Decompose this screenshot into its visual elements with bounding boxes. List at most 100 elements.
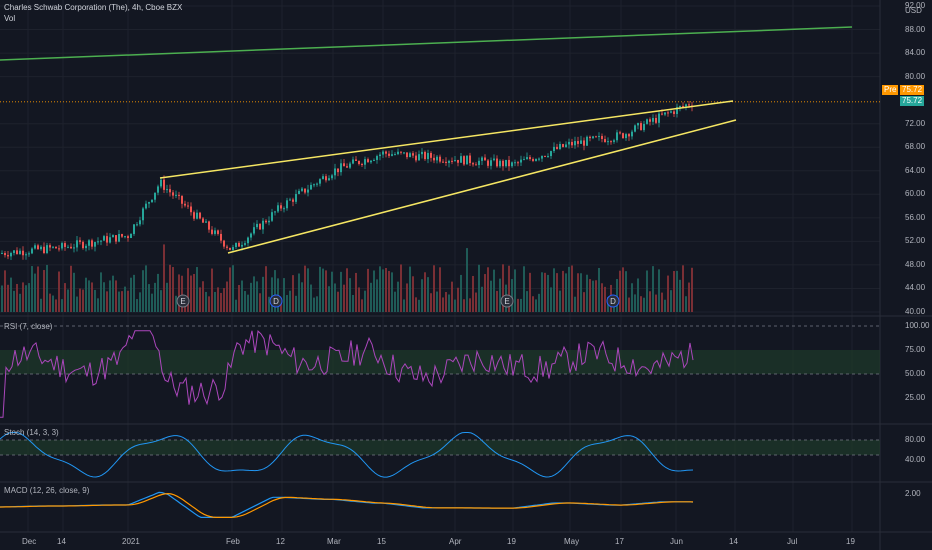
candle-body — [247, 237, 249, 244]
candle-body — [313, 184, 315, 186]
candle-body — [136, 224, 138, 226]
symbol-title: Charles Schwab Corporation (The), 4h, Cb… — [4, 3, 183, 12]
time-tick: Mar — [327, 537, 341, 546]
candle-body — [361, 163, 363, 165]
candle-body — [307, 189, 309, 193]
volume-bar — [109, 280, 111, 312]
volume-bar — [487, 267, 489, 312]
candle-body — [22, 250, 24, 256]
candle-body — [649, 119, 651, 122]
candle-body — [43, 246, 45, 254]
candle-body — [664, 112, 666, 115]
volume-bar — [520, 298, 522, 312]
volume-bar — [643, 297, 645, 312]
candle-body — [238, 242, 240, 247]
candle-body — [211, 229, 213, 234]
candle-body — [196, 212, 198, 219]
volume-bar — [388, 270, 390, 312]
candle-body — [148, 202, 150, 204]
volume-bar — [466, 248, 468, 312]
volume-bar — [196, 267, 198, 312]
candle-body — [58, 248, 60, 250]
candle-body — [268, 220, 270, 223]
candle-body — [193, 212, 195, 219]
candle-body — [127, 236, 129, 239]
candle-body — [286, 200, 288, 209]
time-tick: 14 — [729, 537, 738, 546]
candle-body — [682, 105, 684, 107]
candle-body — [67, 246, 69, 248]
volume-bar — [376, 279, 378, 312]
volume-bar — [316, 296, 318, 312]
volume-bar — [346, 268, 348, 312]
volume-bar — [148, 284, 150, 312]
candle-body — [586, 136, 588, 146]
candle-body — [349, 163, 351, 168]
volume-bar — [673, 271, 675, 312]
volume-bar — [631, 283, 633, 312]
candle-body — [640, 123, 642, 131]
volume-bar — [532, 296, 534, 312]
volume-bar — [499, 278, 501, 312]
candle-body — [103, 236, 105, 241]
candle-body — [508, 159, 510, 167]
volume-bar — [451, 281, 453, 312]
volume-bar — [535, 299, 537, 312]
candle-body — [82, 241, 84, 249]
candle-body — [208, 221, 210, 230]
volume-bar — [229, 267, 231, 312]
volume-bar — [91, 282, 93, 312]
candle-body — [319, 179, 321, 184]
candle-body — [88, 240, 90, 246]
volume-bar — [28, 283, 30, 312]
candle-body — [229, 247, 231, 250]
upper-trendline — [159, 100, 734, 179]
volume-bar — [313, 297, 315, 312]
price-tick: 40.00 — [905, 307, 926, 316]
time-tick: Feb — [226, 537, 240, 546]
volume-bar — [142, 270, 144, 312]
candle-body — [580, 140, 582, 144]
volume-bar — [220, 292, 222, 312]
volume-bar — [424, 272, 426, 312]
candle-body — [436, 156, 438, 161]
volume-bar — [625, 271, 627, 312]
candle-body — [661, 113, 663, 115]
volume-bar — [616, 279, 618, 312]
volume-bar — [481, 286, 483, 312]
volume-bar — [382, 269, 384, 312]
volume-bar — [331, 271, 333, 312]
candle-body — [541, 155, 543, 159]
volume-bar — [241, 280, 243, 312]
candle-body — [169, 189, 171, 193]
rsi-pane — [0, 325, 880, 418]
candle-body — [502, 160, 504, 167]
candle-body — [628, 134, 630, 137]
volume-bar — [469, 298, 471, 312]
candle-body — [310, 184, 312, 190]
volume-bar — [289, 290, 291, 312]
volume-bar — [559, 290, 561, 312]
volume-bar — [193, 273, 195, 312]
candle-body — [433, 157, 435, 161]
volume-bar — [691, 267, 693, 312]
volume-bar — [22, 282, 24, 312]
candle-body — [184, 203, 186, 206]
volume-bar — [67, 289, 69, 312]
macd-pane — [0, 491, 694, 518]
candle-body — [139, 220, 141, 225]
time-tick: 17 — [615, 537, 624, 546]
volume-bar — [619, 270, 621, 312]
rsi-tick: 100.00 — [905, 321, 930, 330]
candle-body — [115, 235, 117, 242]
candle-body — [427, 152, 429, 160]
volume-bar — [640, 296, 642, 312]
candle-body — [565, 144, 567, 147]
volume-bar — [622, 267, 624, 312]
volume-bar — [175, 295, 177, 312]
candle-body — [280, 205, 282, 209]
candle-body — [106, 236, 108, 243]
candle-body — [19, 250, 21, 255]
volume-bar — [334, 283, 336, 312]
